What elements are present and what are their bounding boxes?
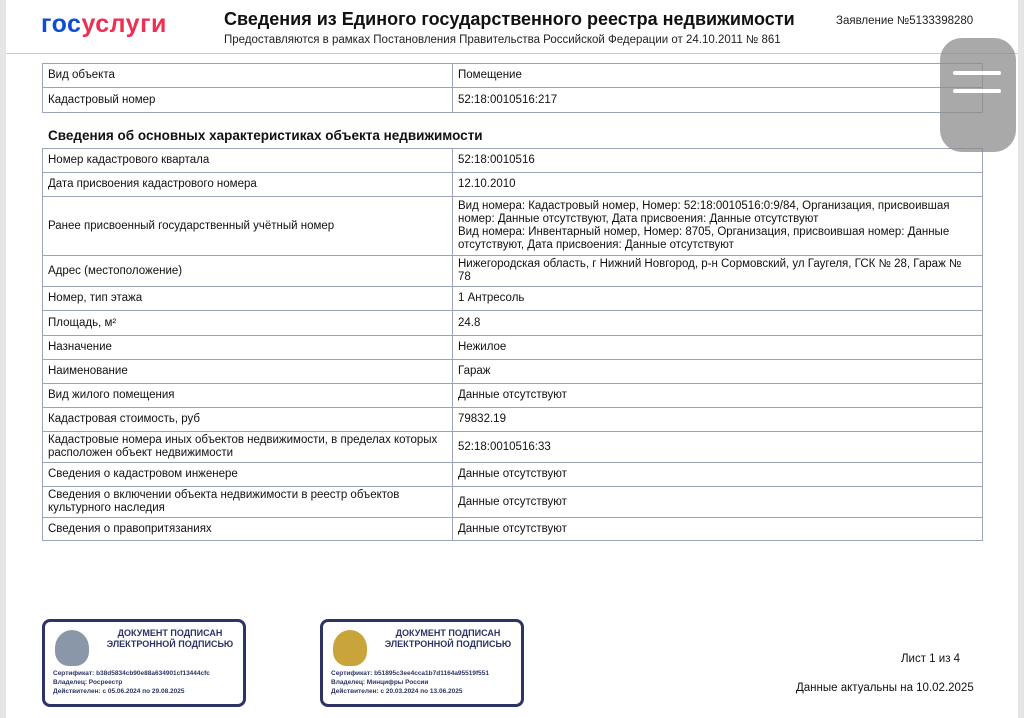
table-row: Номер кадастрового квартала 52:18:0010516: [42, 148, 983, 173]
row-value: Данные отсутствуют: [452, 462, 983, 487]
table-row: Адрес (местоположение) Нижегородская обла…: [42, 255, 983, 287]
row-label: Кадастровая стоимость, руб: [42, 407, 453, 432]
stamp-title: ДОКУМЕНТ ПОДПИСАН ЭЛЕКТРОННОЙ ПОДПИСЬЮ: [106, 628, 234, 649]
actual-date: Данные актуальны на 10.02.2025: [796, 682, 974, 694]
row-label: Сведения о кадастровом инженере: [42, 462, 453, 487]
row-value: 52:18:0010516:217: [452, 87, 983, 113]
object-table: Вид объекта Помещение Кадастровый номер 52:…: [42, 63, 983, 113]
row-value: Данные отсутствуют: [452, 517, 983, 541]
table-row: Назначение Нежилое: [42, 335, 983, 360]
stamp-title: ДОКУМЕНТ ПОДПИСАН ЭЛЕКТРОННОЙ ПОДПИСЬЮ: [384, 628, 512, 649]
row-label: Номер кадастрового квартала: [42, 148, 453, 173]
row-value: 52:18:0010516:33: [452, 431, 983, 463]
table-row: Сведения о включении объекта недвижимост…: [42, 486, 983, 518]
document-page: госуслуги Сведения из Единого государств…: [6, 0, 1018, 718]
table-row: Наименование Гараж: [42, 359, 983, 384]
row-label: Ранее присвоенный государственный учётны…: [42, 196, 453, 256]
signature-stamp: ДОКУМЕНТ ПОДПИСАН ЭЛЕКТРОННОЙ ПОДПИСЬЮ С…: [320, 619, 524, 707]
table-row: Кадастровые номера иных объектов недвижи…: [42, 431, 983, 463]
table-row: Площадь, м² 24.8: [42, 310, 983, 336]
row-value: 1 Антресоль: [452, 286, 983, 311]
row-label: Кадастровые номера иных объектов недвижи…: [42, 431, 453, 463]
sheet-number: Лист 1 из 4: [901, 653, 961, 665]
row-label: Дата присвоения кадастрового номера: [42, 172, 453, 197]
row-value: Данные отсутствуют: [452, 486, 983, 518]
row-label: Вид объекта: [42, 63, 453, 88]
row-label: Адрес (местоположение): [42, 255, 453, 287]
row-value: Вид номера: Кадастровый номер, Номер: 52…: [452, 196, 983, 256]
table-row: Вид объекта Помещение: [42, 63, 983, 88]
stamp-details: Сертификат: b51895c3ee4cca1b7d1164a95519…: [331, 670, 490, 695]
gosuslugi-logo: госуслуги: [41, 10, 167, 38]
row-label: Назначение: [42, 335, 453, 360]
row-label: Сведения о включении объекта недвижимост…: [42, 486, 453, 518]
row-value: Нежилое: [452, 335, 983, 360]
table-row: Ранее присвоенный государственный учётны…: [42, 196, 983, 256]
row-label: Номер, тип этажа: [42, 286, 453, 311]
row-value: 79832.19: [452, 407, 983, 432]
table-row: Сведения о правопритязаниях Данные отсутс…: [42, 517, 983, 541]
row-label: Вид жилого помещения: [42, 383, 453, 408]
row-value: Гараж: [452, 359, 983, 384]
table-row: Вид жилого помещения Данные отсутствуют: [42, 383, 983, 408]
emblem-icon: [55, 630, 89, 666]
document-subtitle: Предоставляются в рамках Постановления П…: [224, 34, 781, 46]
table-row: Кадастровый номер 52:18:0010516:217: [42, 87, 983, 113]
table-row: Номер, тип этажа 1 Антресоль: [42, 286, 983, 311]
row-label: Кадастровый номер: [42, 87, 453, 113]
table-row: Кадастровая стоимость, руб 79832.19: [42, 407, 983, 432]
table-row: Дата присвоения кадастрового номера 12.10…: [42, 172, 983, 197]
emblem-icon: [333, 630, 367, 666]
row-label: Площадь, м²: [42, 310, 453, 336]
request-number: Заявление №5133398280: [836, 15, 974, 27]
row-value: 52:18:0010516: [452, 148, 983, 173]
row-value: Помещение: [452, 63, 983, 88]
row-label: Сведения о правопритязаниях: [42, 517, 453, 541]
row-label: Наименование: [42, 359, 453, 384]
document-header: госуслуги Сведения из Единого государств…: [6, 0, 1018, 54]
row-value: 24.8: [452, 310, 983, 336]
hamburger-menu-icon[interactable]: [940, 38, 1016, 152]
stamp-details: Сертификат: b38d5834cb90e88a634901cf1344…: [53, 670, 210, 695]
document-title: Сведения из Единого государственного рее…: [224, 9, 795, 29]
section-title: Сведения об основных характеристиках объ…: [48, 128, 483, 143]
signature-stamp: ДОКУМЕНТ ПОДПИСАН ЭЛЕКТРОННОЙ ПОДПИСЬЮ С…: [42, 619, 246, 707]
characteristics-table: Номер кадастрового квартала 52:18:0010516…: [42, 148, 983, 541]
row-value: Данные отсутствуют: [452, 383, 983, 408]
row-value: Нижегородская область, г Нижний Новгород…: [452, 255, 983, 287]
row-value: 12.10.2010: [452, 172, 983, 197]
table-row: Сведения о кадастровом инженере Данные от…: [42, 462, 983, 487]
